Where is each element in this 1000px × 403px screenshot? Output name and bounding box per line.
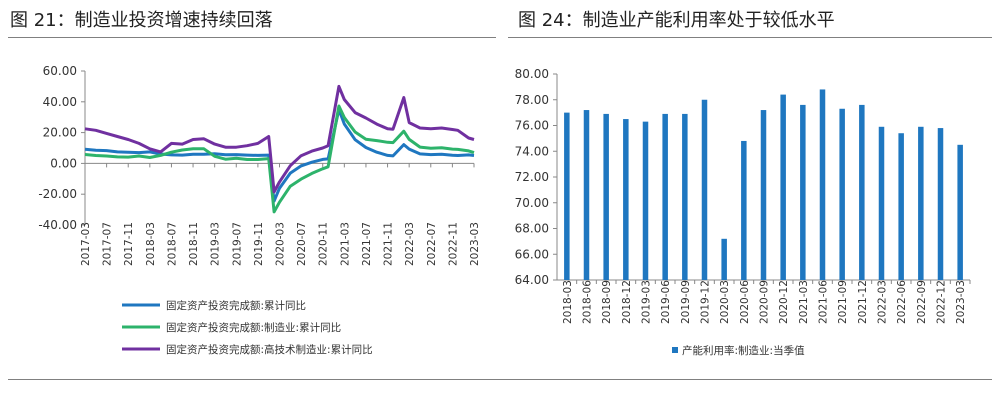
x-tick-label: 2017-03 [80, 222, 92, 266]
y-tick-label: 0.00 [50, 156, 77, 170]
y-tick-label: 60.00 [43, 64, 77, 78]
x-tick-label: 2021-06 [818, 280, 830, 324]
x-tick-label: 2021-12 [857, 280, 869, 324]
bar [800, 104, 806, 281]
bar [623, 119, 629, 280]
right-title-rule [508, 37, 992, 38]
x-tick-label: 2020-12 [778, 280, 790, 324]
bar [780, 94, 786, 280]
series-line-manufacturing [84, 104, 475, 214]
x-tick-label: 2019-07 [231, 222, 243, 266]
x-tick-label: 2020-03 [719, 280, 731, 324]
bar [642, 121, 649, 280]
y-tick-label: 68.00 [515, 222, 549, 236]
x-tick-label: 2018-03 [145, 222, 157, 266]
bar [819, 89, 826, 280]
bar [760, 110, 767, 280]
bar [583, 110, 590, 280]
x-tick-label: 2020-11 [318, 222, 330, 266]
x-tick-label: 2021-09 [837, 280, 849, 324]
y-tick-label: 20.00 [43, 126, 77, 140]
series-line-high-tech [84, 84, 475, 194]
x-tick-label: 2022-03 [877, 280, 889, 324]
x-tick-label: 2018-12 [621, 280, 633, 324]
legend-swatch-capacity [672, 347, 678, 353]
x-tick-label: 2020-07 [296, 222, 308, 266]
bar [682, 113, 688, 280]
y-tick-label: 64.00 [515, 273, 549, 287]
left-chart-title: 图 21：制造业投资增速持续回落 [10, 10, 273, 31]
x-tick-label: 2018-07 [166, 222, 178, 266]
x-tick-label: 2022-09 [916, 280, 928, 324]
x-tick-label: 2019-12 [700, 280, 712, 324]
bar [937, 128, 944, 280]
x-tick-label: 2018-03 [562, 280, 574, 324]
y-tick-label: 66.00 [515, 247, 549, 261]
x-tick-label: 2023-03 [469, 222, 481, 266]
x-tick-label: 2018-11 [188, 222, 200, 266]
y-tick-label: -20.00 [38, 187, 77, 201]
right-chart-title: 图 24：制造业产能利用率处于较低水平 [518, 10, 835, 31]
x-tick-label: 2021-07 [361, 222, 373, 266]
x-tick-label: 2021-03 [339, 222, 351, 266]
bar [878, 126, 885, 280]
x-tick-label: 2021-03 [798, 280, 810, 324]
bar [898, 133, 904, 280]
y-tick-label: 70.00 [515, 196, 549, 210]
bar [741, 140, 747, 280]
x-tick-label: 2020-09 [759, 280, 771, 324]
bar [839, 108, 845, 280]
y-tick-label: 74.00 [515, 144, 549, 158]
bar [957, 144, 963, 280]
legend-label-capacity: 产能利用率:制造业:当季值 [682, 344, 805, 357]
x-tick-label: 2023-03 [955, 280, 967, 324]
bar [859, 104, 865, 281]
y-tick-label: 76.00 [515, 119, 549, 133]
x-tick-label: 2022-07 [426, 222, 438, 266]
x-tick-label: 2019-06 [660, 280, 672, 324]
x-tick-label: 2019-03 [210, 222, 222, 266]
bar [701, 99, 708, 280]
x-tick-label: 2020-03 [275, 222, 287, 266]
x-tick-label: 2022-11 [447, 222, 459, 266]
x-tick-label: 2022-12 [936, 280, 948, 324]
legend-label-all: 固定资产投资完成额:累计同比 [166, 299, 306, 312]
bar [918, 126, 924, 280]
x-tick-label: 2020-06 [739, 280, 751, 324]
x-tick-label: 2019-11 [253, 222, 265, 266]
x-tick-label: 2018-09 [601, 280, 613, 324]
capacity-utilization-bar-chart: 80.00 78.00 76.00 74.00 72.00 70.00 68.00 66.00… [515, 67, 971, 357]
x-tick-label: 2017-11 [123, 222, 135, 266]
x-tick-label: 2019-09 [680, 280, 692, 324]
bar [721, 238, 727, 280]
y-tick-label: 72.00 [515, 170, 549, 184]
bar [662, 113, 668, 280]
series-line-all [84, 108, 475, 203]
x-tick-label: 2017-07 [102, 222, 114, 266]
y-tick-label: 40.00 [43, 95, 77, 109]
x-tick-label: 2021-11 [383, 222, 395, 266]
bar [564, 112, 570, 280]
bar [603, 113, 609, 280]
legend-label-high-tech: 固定资产投资完成额:高技术制造业:累计同比 [166, 343, 373, 356]
y-tick-label: -40.00 [38, 218, 77, 232]
x-tick-label: 2022-03 [404, 222, 416, 266]
x-tick-label: 2019-03 [641, 280, 653, 324]
y-tick-label: 78.00 [515, 93, 549, 107]
investment-growth-line-chart: 60.00 40.00 20.00 0.00 -20.00 -40.00 2017-03 20… [38, 64, 481, 356]
y-tick-label: 80.00 [515, 67, 549, 81]
left-title-rule [8, 37, 496, 38]
bottom-rule [8, 379, 992, 380]
legend-label-manufacturing: 固定资产投资完成额:制造业:累计同比 [166, 321, 341, 334]
x-tick-label: 2022-06 [896, 280, 908, 324]
x-tick-label: 2018-06 [582, 280, 594, 324]
